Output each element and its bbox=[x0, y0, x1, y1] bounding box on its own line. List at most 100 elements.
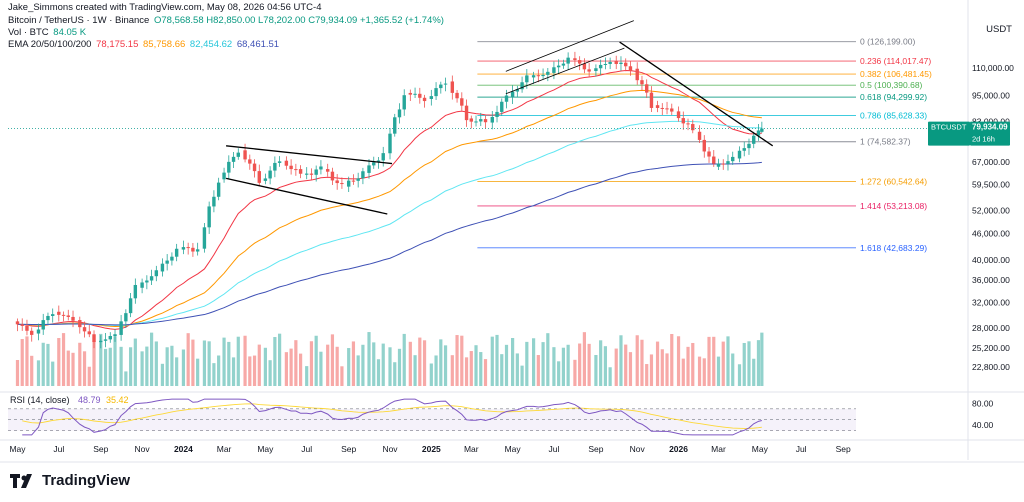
tradingview-logo-icon bbox=[10, 473, 32, 488]
volume-bar bbox=[495, 334, 499, 386]
volume-bar bbox=[645, 364, 649, 386]
x-tick-label: Mar bbox=[217, 444, 232, 454]
candle-body bbox=[248, 159, 252, 164]
volume-bar bbox=[212, 363, 216, 386]
volume-bar bbox=[614, 348, 618, 386]
candle-body bbox=[103, 339, 108, 341]
x-tick-label: Jul bbox=[796, 444, 807, 454]
fib-level-label: 0 (126,199.00) bbox=[860, 37, 915, 47]
ema50-value: 85,758.66 bbox=[143, 39, 186, 50]
y-tick-label: 32,000.00 bbox=[972, 298, 1010, 308]
candle-body bbox=[490, 116, 494, 123]
candle-body bbox=[702, 139, 706, 152]
candle-body bbox=[202, 227, 207, 249]
candle-body bbox=[236, 152, 240, 157]
volume-bar bbox=[82, 351, 87, 386]
fib-level-label: 0.5 (100,390.68) bbox=[860, 80, 923, 90]
volume-bar bbox=[140, 351, 144, 386]
candle-body bbox=[170, 256, 174, 261]
volume-bar bbox=[335, 346, 339, 386]
volume-bar bbox=[731, 353, 735, 386]
rsi-legend-label: RSI (14, close) bbox=[10, 395, 70, 405]
ema100-value: 82,454.62 bbox=[189, 39, 233, 50]
volume-bar bbox=[747, 341, 751, 386]
candle-body bbox=[676, 111, 681, 119]
candle-body bbox=[361, 171, 365, 179]
candle-body bbox=[566, 57, 570, 64]
candle-body bbox=[71, 316, 75, 321]
candle-body bbox=[372, 162, 376, 166]
candle-body bbox=[15, 321, 20, 325]
volume-bar bbox=[30, 355, 34, 386]
volume-bar bbox=[314, 335, 318, 386]
candle-body bbox=[577, 60, 582, 64]
x-tick-label: 2026 bbox=[669, 444, 688, 454]
fib-level-label: 0.382 (106,481.45) bbox=[860, 69, 932, 79]
volume-bar bbox=[681, 358, 685, 386]
candle-body bbox=[145, 280, 149, 283]
x-tick-label: 2024 bbox=[174, 444, 193, 454]
volume-bar bbox=[721, 341, 725, 386]
volume-bar bbox=[582, 332, 586, 386]
y-tick-label: 40,000.00 bbox=[972, 255, 1010, 265]
price-badge-value-bg bbox=[970, 121, 1010, 146]
volume-bar bbox=[552, 347, 556, 386]
volume-bar bbox=[361, 344, 365, 386]
volume-bar bbox=[520, 365, 524, 386]
volume-bar bbox=[490, 336, 494, 386]
price-badge-countdown: 2d 16h bbox=[972, 135, 995, 144]
x-tick-label: Mar bbox=[711, 444, 726, 454]
volume-bar bbox=[319, 351, 323, 386]
volume-bar bbox=[278, 333, 282, 386]
volume-bar bbox=[726, 336, 730, 386]
candle-body bbox=[520, 82, 524, 90]
downtrend-line bbox=[619, 41, 774, 147]
x-tick-label: May bbox=[257, 444, 274, 454]
candle-body bbox=[504, 95, 509, 102]
volume-bar bbox=[619, 335, 623, 386]
candle-body bbox=[413, 93, 417, 95]
rsi-legend-value: 48.79 bbox=[78, 395, 101, 405]
candle-body bbox=[624, 62, 628, 67]
candle-body bbox=[216, 182, 221, 197]
volume-value: 84.05 K bbox=[53, 27, 87, 38]
tradingview-logo: TradingView bbox=[10, 472, 130, 489]
volume-bar bbox=[186, 333, 190, 386]
candle-body bbox=[619, 62, 623, 65]
y-tick-label: 28,000.00 bbox=[972, 323, 1010, 333]
volume-bar bbox=[460, 335, 464, 386]
quote-currency: USDT bbox=[986, 24, 1012, 35]
candle-body bbox=[309, 173, 314, 175]
candle-body bbox=[268, 170, 272, 179]
volume-bar bbox=[760, 332, 764, 386]
candle-body bbox=[128, 298, 133, 314]
volume-bar bbox=[587, 343, 591, 386]
candle-body bbox=[681, 118, 685, 124]
volume-label: Vol · BTC bbox=[8, 27, 49, 38]
volume-bar bbox=[25, 336, 29, 386]
price-badge-bg bbox=[928, 121, 970, 146]
volume-bar bbox=[716, 356, 721, 386]
volume-bar bbox=[628, 352, 633, 386]
volume-bar bbox=[599, 340, 603, 386]
candle-body bbox=[277, 161, 282, 163]
candle-body bbox=[640, 80, 644, 85]
candle-body bbox=[314, 169, 318, 175]
candle-body bbox=[556, 65, 561, 68]
legend-volume: Vol · BTC 84.05 K bbox=[8, 27, 86, 38]
volume-bar bbox=[376, 359, 381, 386]
candle-body bbox=[87, 331, 91, 335]
candle-body bbox=[707, 151, 711, 157]
volume-bar bbox=[450, 355, 454, 386]
candle-body bbox=[36, 329, 41, 334]
candle-body bbox=[418, 93, 422, 98]
x-tick-label: 2025 bbox=[422, 444, 441, 454]
candle-body bbox=[402, 95, 406, 110]
x-tick-label: May bbox=[505, 444, 522, 454]
candle-body bbox=[686, 123, 690, 125]
volume-bar bbox=[99, 333, 103, 386]
candle-body bbox=[760, 128, 764, 132]
channel-lower-line bbox=[505, 47, 625, 95]
candle-body bbox=[469, 118, 473, 122]
